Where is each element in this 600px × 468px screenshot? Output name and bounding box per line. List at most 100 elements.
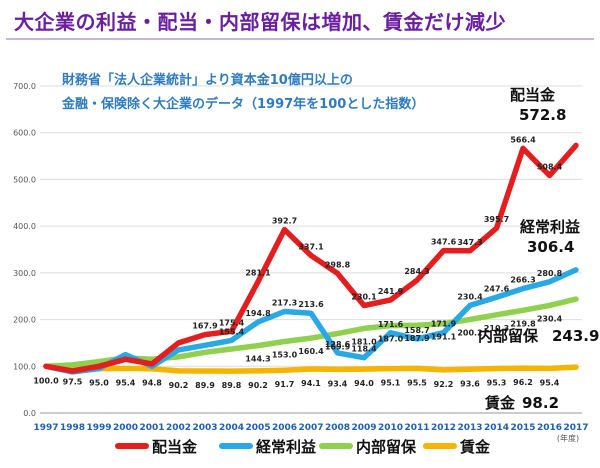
series-line-0 xyxy=(43,142,579,374)
data-label: 281.1 xyxy=(245,269,271,278)
callout-profit-value: 306.4 xyxy=(527,238,574,256)
data-label: 93.6 xyxy=(460,379,480,388)
data-label: 95.4 xyxy=(116,378,136,387)
data-label: 167.9 xyxy=(192,322,218,331)
data-label: 241.9 xyxy=(378,287,404,296)
data-label: 94.1 xyxy=(301,379,321,388)
data-label: 181.0 xyxy=(351,337,377,346)
x-tick-label: 2009 xyxy=(351,423,376,433)
data-label: 230.4 xyxy=(457,292,483,301)
y-axis-ticks: 0.0 100.0 200.0 300.0 400.0 500.0 600.0 700.0 xyxy=(13,82,36,418)
data-label: 280.8 xyxy=(537,269,563,278)
x-axis-ticks: 1997 1998 1999 2000 2001 2002 2003 2004 2005 2006… xyxy=(33,423,588,433)
x-tick-label: 2007 xyxy=(298,423,323,433)
y-tick-label: 100.0 xyxy=(13,362,36,371)
data-label: 89.9 xyxy=(195,381,215,390)
data-label: 96.2 xyxy=(513,378,533,387)
title-divider xyxy=(6,38,594,40)
legend: 配当金 経常利益 内部留保 賃金 xyxy=(115,438,491,456)
x-tick-label: 2008 xyxy=(325,423,350,433)
data-label: 153.0 xyxy=(272,351,298,360)
line-chart: 0.0 100.0 200.0 300.0 400.0 500.0 600.0 700.0 1… xyxy=(13,72,599,456)
data-label: 175.4 xyxy=(219,318,245,327)
x-tick-label: 2000 xyxy=(113,423,138,433)
data-label: 194.8 xyxy=(245,309,271,318)
data-label: 247.6 xyxy=(484,284,510,293)
x-tick-label: 1999 xyxy=(86,423,111,433)
series-line-3 xyxy=(43,363,579,374)
data-label: 213.6 xyxy=(298,300,324,309)
legend-label: 経常利益 xyxy=(256,438,316,456)
data-label: 171.9 xyxy=(431,320,457,329)
data-label: 187.0 xyxy=(378,335,404,344)
x-tick-label: 2004 xyxy=(219,423,244,433)
x-tick-label: 2015 xyxy=(510,423,535,433)
x-tick-label: 2013 xyxy=(457,423,482,433)
x-tick-label: 2006 xyxy=(272,423,297,433)
data-label: 128.6 xyxy=(325,340,351,349)
page-title: 大企業の利益・配当・内部留保は増加、賃金だけ減少 xyxy=(14,10,506,34)
data-label: 337.1 xyxy=(298,243,324,252)
y-tick-label: 0.0 xyxy=(23,409,36,418)
data-label: 92.2 xyxy=(434,380,454,389)
data-label: 97.5 xyxy=(63,377,83,386)
y-tick-label: 200.0 xyxy=(13,316,36,325)
data-label: 395.7 xyxy=(484,215,509,224)
data-label: 155.4 xyxy=(219,327,245,336)
data-label: 95.3 xyxy=(487,378,507,387)
x-tick-label: 2017 xyxy=(563,423,588,433)
x-axis-unit: (年度) xyxy=(557,433,579,443)
y-tick-label: 400.0 xyxy=(13,222,36,231)
data-label: 93.4 xyxy=(328,379,348,388)
data-label: 95.4 xyxy=(540,378,560,387)
callout-dividend-name: 配当金 xyxy=(510,86,556,104)
y-tick-label: 700.0 xyxy=(13,82,36,91)
data-label: 94.0 xyxy=(354,379,374,388)
x-tick-label: 1998 xyxy=(60,423,85,433)
x-tick-label: 2011 xyxy=(404,423,429,433)
data-label: 219.8 xyxy=(510,319,536,328)
callout-retained-value: 243.9 xyxy=(552,327,599,345)
data-label: 266.3 xyxy=(510,276,535,285)
callout-wage-value: 98.2 xyxy=(522,394,559,412)
x-tick-label: 2003 xyxy=(192,423,217,433)
x-tick-label: 2012 xyxy=(431,423,456,433)
data-label: 230.4 xyxy=(537,314,563,323)
x-tick-label: 2010 xyxy=(378,423,403,433)
data-label: 90.2 xyxy=(169,381,189,390)
data-label: 187.9 xyxy=(404,334,430,343)
x-tick-label: 2001 xyxy=(139,423,164,433)
source-note-line1: 財務省「法人企業統計」より資本金10億円以上の xyxy=(61,72,353,88)
title-bar: 大企業の利益・配当・内部留保は増加、賃金だけ減少 xyxy=(0,0,600,44)
callout-profit-name: 経常利益 xyxy=(520,218,580,236)
legend-label: 賃金 xyxy=(459,438,491,456)
data-label: 91.7 xyxy=(275,380,295,389)
source-note-line2: 金融・保険除く大企業のデータ（1997年を100とした指数） xyxy=(61,96,424,112)
data-label: 94.8 xyxy=(142,379,162,388)
series-lines xyxy=(43,142,579,375)
data-label: 191.1 xyxy=(431,333,457,342)
y-tick-label: 500.0 xyxy=(13,175,36,184)
data-label: 217.3 xyxy=(272,298,297,307)
data-label: 169.9 xyxy=(325,343,351,352)
data-label: 210.3 xyxy=(484,324,509,333)
data-label: 95.5 xyxy=(407,378,427,387)
legend-label: 配当金 xyxy=(152,438,198,456)
data-label: 95.0 xyxy=(89,379,109,388)
data-label: 118.4 xyxy=(351,345,377,354)
data-label: 392.7 xyxy=(272,217,297,226)
data-label: 566.4 xyxy=(510,135,536,144)
x-tick-label: 2014 xyxy=(484,423,509,433)
callout-dividend-value: 572.8 xyxy=(519,106,566,124)
data-label: 89.8 xyxy=(222,381,242,390)
data-label: 100.0 xyxy=(33,376,59,385)
x-tick-label: 2016 xyxy=(537,423,562,433)
x-tick-label: 2002 xyxy=(166,423,191,433)
data-label: 95.1 xyxy=(381,379,401,388)
data-label: 230.1 xyxy=(351,293,377,302)
legend-label: 内部留保 xyxy=(356,438,417,456)
x-tick-label: 1997 xyxy=(33,423,58,433)
data-label: 508.4 xyxy=(537,163,563,172)
y-tick-label: 300.0 xyxy=(13,269,36,278)
data-label: 90.2 xyxy=(248,381,268,390)
